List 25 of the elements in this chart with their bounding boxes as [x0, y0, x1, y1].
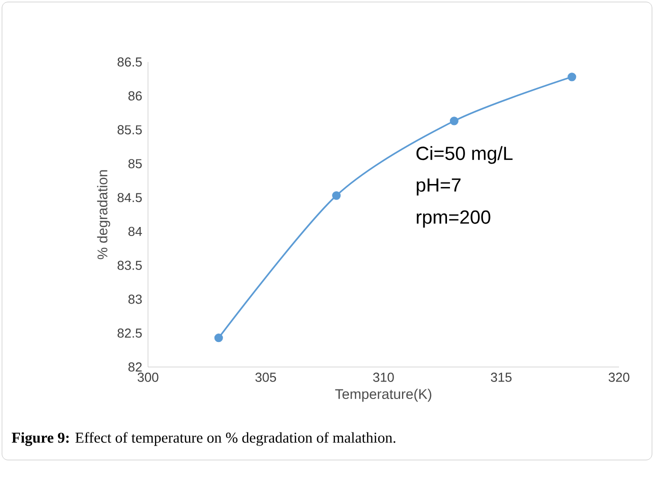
x-tick-label: 320 — [608, 372, 630, 382]
x-tick-label: 305 — [255, 372, 276, 382]
x-tick-label: 310 — [373, 372, 394, 382]
y-tick-label: 83.5 — [118, 260, 142, 270]
y-tick-label: 85 — [128, 159, 142, 168]
y-tick-label: 84.5 — [118, 192, 142, 202]
annotation: rpm=200 — [416, 210, 490, 228]
y-tick-label: 86 — [128, 91, 142, 100]
y-tick-label: 82.5 — [118, 328, 142, 338]
x-tick-label: 300 — [138, 372, 158, 382]
text: Figure 9: Effect of temperature on % degradation of malathion. — [12, 432, 396, 446]
point — [214, 334, 223, 342]
point — [332, 191, 341, 200]
annotation: Ci=50 mg/L — [416, 146, 513, 164]
y-tick-label: 86.5 — [118, 57, 142, 67]
point — [450, 116, 458, 126]
y-tick-label: 84 — [128, 226, 142, 236]
x-axis-title: Temperature(K) — [335, 388, 432, 402]
y-tick-label: 85.5 — [118, 125, 142, 134]
x-tick-label: 315 — [490, 372, 512, 382]
point — [568, 72, 576, 82]
y-axis-title: % degradation — [97, 170, 110, 260]
y-tick-label: 82 — [128, 362, 142, 372]
annotation: pH=7 — [416, 178, 461, 196]
y-tick-label: 83 — [128, 294, 142, 304]
